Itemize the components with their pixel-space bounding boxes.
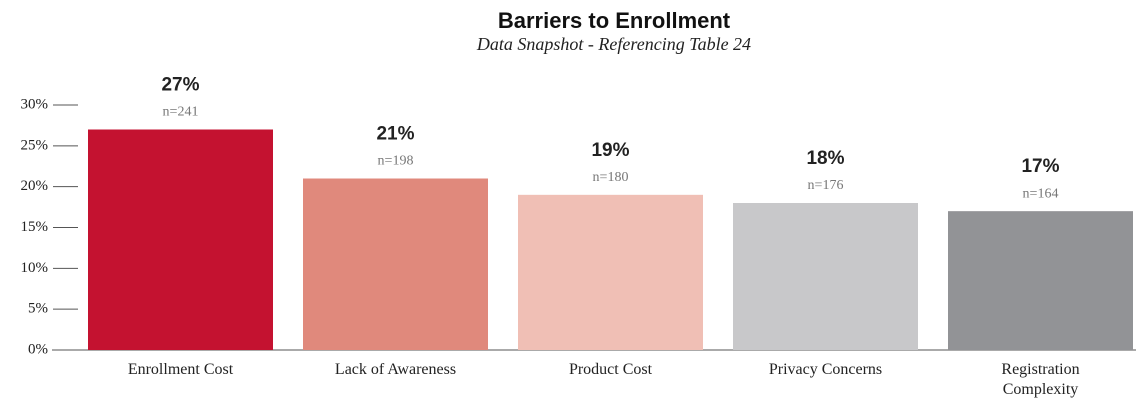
x-tick-label: Enrollment Cost	[127, 361, 234, 378]
y-tick-label: 30%	[21, 96, 49, 112]
bar	[733, 203, 918, 350]
value-label: 18%	[806, 148, 844, 169]
chart-title: Barriers to Enrollment	[498, 8, 731, 33]
bar	[518, 194, 703, 350]
n-label: n=198	[378, 154, 414, 169]
value-label: 21%	[376, 124, 414, 145]
value-label: 19%	[591, 140, 629, 161]
n-label: n=176	[808, 178, 844, 193]
y-tick-label: 0%	[28, 341, 48, 357]
y-tick-label: 20%	[21, 178, 49, 194]
n-label: n=241	[163, 105, 199, 120]
value-label: 27%	[161, 75, 199, 96]
n-label: n=180	[593, 170, 629, 185]
y-tick-label: 5%	[28, 301, 48, 317]
y-tick-label: 25%	[21, 137, 49, 153]
bar	[88, 129, 273, 350]
chart-subtitle: Data Snapshot - Referencing Table 24	[476, 34, 751, 54]
y-tick-label: 15%	[21, 219, 49, 235]
bar	[303, 178, 488, 350]
bar	[948, 211, 1133, 350]
x-tick-label: Privacy Concerns	[768, 361, 883, 378]
y-tick-label: 10%	[21, 260, 49, 276]
value-label: 17%	[1021, 156, 1059, 177]
x-tick-label: Lack of Awareness	[334, 361, 457, 378]
x-tick-label: Registration Complexity	[1001, 361, 1080, 398]
x-tick-label: Product Cost	[568, 361, 653, 378]
n-label: n=164	[1023, 186, 1059, 201]
